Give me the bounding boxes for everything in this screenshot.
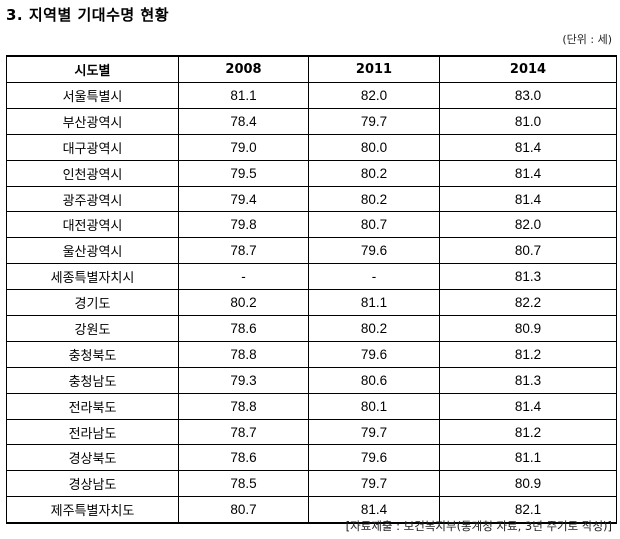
cell-2014: 81.2: [439, 341, 617, 368]
cell-region: 충청북도: [6, 341, 179, 368]
cell-2011: 80.6: [308, 367, 440, 394]
cell-region: 광주광역시: [6, 186, 179, 213]
cell-2014: 81.3: [439, 367, 617, 394]
cell-2014: 81.4: [439, 186, 617, 213]
cell-2008: 80.2: [178, 289, 309, 317]
cell-2014: 81.3: [439, 263, 617, 291]
table-row: 세종특별자치시 - -81.3: [6, 263, 617, 291]
table-row: 경기도 80.2 81.1 82.2: [6, 289, 617, 317]
cell-2011: 80.2: [308, 160, 440, 187]
table-row: 경상남도 78.5 79.7 80.9: [6, 470, 617, 498]
table-row: 부산광역시 78.4 79.7 81.0: [6, 108, 617, 135]
cell-2011: 80.0: [308, 134, 440, 161]
cell-region: 경상남도: [6, 470, 179, 498]
cell-region: 인천광역시: [6, 160, 179, 187]
cell-2014: 81.4: [439, 160, 617, 187]
table-row: 충청남도 79.3 80.6 81.3: [6, 367, 617, 394]
table-row: 강원도 78.6 80.2 80.9: [6, 315, 617, 342]
cell-region: 대구광역시: [6, 134, 179, 161]
cell-2011: 79.7: [308, 470, 440, 498]
cell-2011: 81.4: [308, 496, 440, 524]
cell-2008: 78.6: [178, 444, 309, 472]
cell-2008: 80.7: [178, 496, 309, 524]
source-note: [자료제출 : 보건복지부(통계청 자료, 3년 주기로 작성)]: [345, 519, 612, 533]
cell-2008: 78.5: [178, 470, 309, 498]
table-row: 광주광역시 79.4 80.2 81.4: [6, 186, 617, 213]
cell-2011: 80.2: [308, 315, 440, 342]
cell-region: 경상북도: [6, 444, 179, 472]
cell-2011: 80.1: [308, 393, 440, 420]
cell-2011: -: [308, 263, 440, 291]
cell-region: 울산광역시: [6, 237, 179, 265]
cell-2014: 80.9: [439, 315, 617, 342]
cell-2014: 81.2: [439, 419, 617, 446]
table-row: 대구광역시 79.0 80.0 81.4: [6, 134, 617, 161]
unit-label: (단위 : 세): [562, 33, 612, 46]
cell-2008: 79.8: [178, 211, 309, 239]
table-body: 서울특별시 81.1 82.0 83.0 부산광역시 78.4 79.7 81.0 대구광역시 7…: [6, 82, 617, 524]
cell-2008: 79.0: [178, 134, 309, 161]
table-row: 제주특별자치도 80.7 81.4 82.1: [6, 496, 617, 524]
table-row: 전라남도 78.7 79.7 81.2: [6, 419, 617, 446]
cell-2008: 78.4: [178, 108, 309, 135]
cell-2011: 79.7: [308, 419, 440, 446]
cell-region: 경기도: [6, 289, 179, 317]
cell-2014: 81.4: [439, 393, 617, 420]
cell-region: 전라북도: [6, 393, 179, 420]
cell-2011: 79.6: [308, 341, 440, 368]
cell-2011: 79.6: [308, 444, 440, 472]
cell-2011: 80.7: [308, 211, 440, 239]
header-region: 시도별: [6, 56, 179, 83]
table-row: 경상북도 78.6 79.6 81.1: [6, 444, 617, 472]
cell-2014: 82.1: [439, 496, 617, 524]
life-expectancy-table: 시도별 2008 2011 2014 서울특별시 81.1 82.0 83.0 부산광역…: [6, 55, 617, 525]
cell-region: 부산광역시: [6, 108, 179, 135]
cell-2011: 79.7: [308, 108, 440, 135]
cell-2008: 78.6: [178, 315, 309, 342]
table-row: 전라북도 78.8 80.1 81.4: [6, 393, 617, 420]
cell-2008: 79.5: [178, 160, 309, 187]
cell-2011: 80.2: [308, 186, 440, 213]
cell-2014: 80.7: [439, 237, 617, 265]
header-2014: 2014: [439, 56, 617, 83]
cell-2008: 78.7: [178, 237, 309, 265]
cell-region: 전라남도: [6, 419, 179, 446]
cell-region: 서울특별시: [6, 82, 179, 109]
cell-2014: 81.4: [439, 134, 617, 161]
cell-2011: 79.6: [308, 237, 440, 265]
cell-2008: 79.3: [178, 367, 309, 394]
cell-region: 강원도: [6, 315, 179, 342]
cell-2008: 78.8: [178, 341, 309, 368]
document-title: 3. 지역별 기대수명 현황: [6, 6, 170, 24]
header-2011: 2011: [308, 56, 440, 83]
cell-2008: -: [178, 263, 309, 291]
header-2008: 2008: [178, 56, 309, 83]
cell-2011: 82.0: [308, 82, 440, 109]
cell-2008: 79.4: [178, 186, 309, 213]
cell-region: 충청남도: [6, 367, 179, 394]
cell-2008: 81.1: [178, 82, 309, 109]
cell-2014: 81.1: [439, 444, 617, 472]
cell-2008: 78.7: [178, 419, 309, 446]
cell-2011: 81.1: [308, 289, 440, 317]
table-row: 서울특별시 81.1 82.0 83.0: [6, 82, 617, 109]
cell-2008: 78.8: [178, 393, 309, 420]
cell-2014: 82.0: [439, 211, 617, 239]
cell-2014: 82.2: [439, 289, 617, 317]
cell-region: 대전광역시: [6, 211, 179, 239]
table-row: 인천광역시 79.5 80.2 81.4: [6, 160, 617, 187]
table-row: 대전광역시 79.8 80.7 82.0: [6, 211, 617, 239]
cell-region: 제주특별자치도: [6, 496, 179, 524]
table-header-row: 시도별 2008 2011 2014: [6, 56, 617, 83]
cell-region: 세종특별자치시: [6, 263, 179, 291]
table-row: 충청북도 78.8 79.6 81.2: [6, 341, 617, 368]
cell-2014: 83.0: [439, 82, 617, 109]
table-row: 울산광역시 78.7 79.6 80.7: [6, 237, 617, 265]
cell-2014: 81.0: [439, 108, 617, 135]
cell-2014: 80.9: [439, 470, 617, 498]
